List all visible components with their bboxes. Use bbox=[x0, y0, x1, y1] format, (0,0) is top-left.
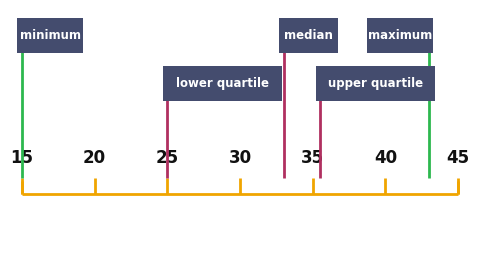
FancyBboxPatch shape bbox=[17, 18, 84, 53]
FancyBboxPatch shape bbox=[279, 18, 338, 53]
FancyBboxPatch shape bbox=[367, 18, 433, 53]
Text: upper quartile: upper quartile bbox=[327, 77, 423, 90]
Text: 30: 30 bbox=[228, 149, 252, 167]
Text: maximum: maximum bbox=[368, 29, 432, 42]
Text: 25: 25 bbox=[156, 149, 179, 167]
Text: 35: 35 bbox=[301, 149, 324, 167]
FancyBboxPatch shape bbox=[316, 66, 434, 101]
Text: 15: 15 bbox=[10, 149, 33, 167]
Text: 20: 20 bbox=[83, 149, 106, 167]
Text: 45: 45 bbox=[446, 149, 470, 167]
Text: lower quartile: lower quartile bbox=[176, 77, 269, 90]
Text: minimum: minimum bbox=[20, 29, 81, 42]
Text: median: median bbox=[284, 29, 333, 42]
FancyBboxPatch shape bbox=[163, 66, 282, 101]
Text: 40: 40 bbox=[374, 149, 397, 167]
